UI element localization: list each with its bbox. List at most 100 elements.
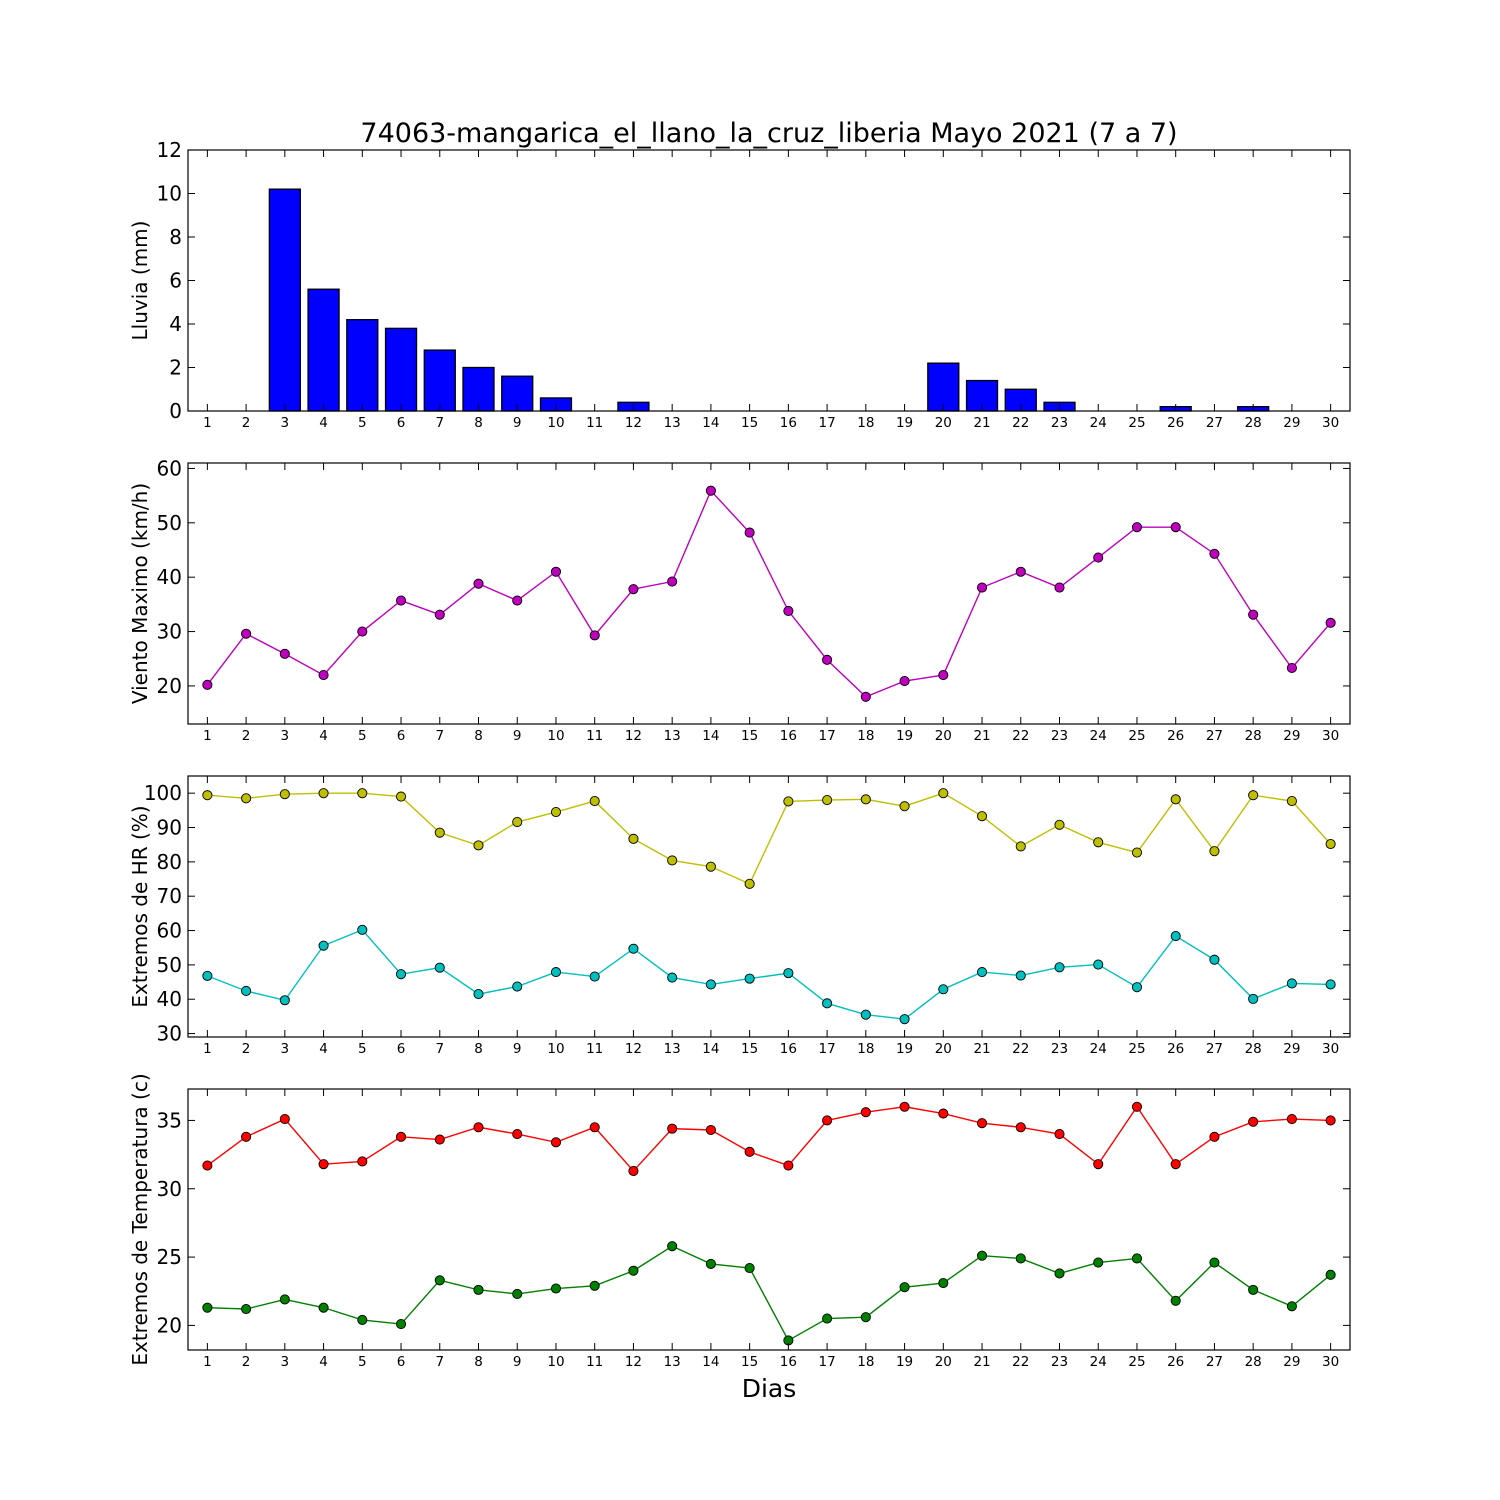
x-tick-label: 17 xyxy=(819,728,836,744)
data-point xyxy=(705,1258,716,1269)
data-point xyxy=(628,1265,639,1276)
data-point xyxy=(512,1129,523,1140)
data-point xyxy=(860,1107,871,1118)
x-tick-label: 14 xyxy=(702,728,719,744)
data-point xyxy=(1054,1268,1065,1279)
data-point xyxy=(434,609,445,620)
data-point xyxy=(589,796,600,807)
x-tick-label: 24 xyxy=(1090,1354,1107,1370)
chart-title: 74063-mangarica_el_llano_la_cruz_liberia… xyxy=(360,118,1177,149)
x-tick-label: 23 xyxy=(1051,1354,1068,1370)
data-point xyxy=(202,679,213,690)
data-point xyxy=(1209,1131,1220,1142)
data-point xyxy=(822,794,833,806)
data-point xyxy=(589,630,600,641)
x-tick-label: 25 xyxy=(1128,415,1145,431)
y-axis-label: Extremos de HR (%) xyxy=(128,805,152,1007)
y-tick-label: 30 xyxy=(157,620,182,644)
x-tick-label: 23 xyxy=(1051,1041,1068,1057)
data-point xyxy=(705,979,716,990)
x-tick-label: 1 xyxy=(203,1041,212,1057)
data-point xyxy=(1131,982,1143,993)
x-tick-label: 28 xyxy=(1245,415,1262,431)
x-tick-label: 7 xyxy=(435,1041,444,1057)
data-point xyxy=(1170,794,1181,805)
y-axis-label: Viento Maximo (km/h) xyxy=(128,483,152,704)
data-point xyxy=(318,940,329,951)
x-tick-label: 25 xyxy=(1128,1041,1145,1057)
x-tick-label: 10 xyxy=(547,415,564,431)
y-tick-label: 40 xyxy=(157,987,182,1011)
data-point xyxy=(1170,930,1181,942)
x-tick-label: 13 xyxy=(664,728,681,744)
data-point xyxy=(279,789,290,800)
data-point xyxy=(783,605,794,616)
data-point xyxy=(628,943,639,954)
series-line xyxy=(206,489,1332,698)
y-tick-label: 25 xyxy=(157,1245,182,1269)
x-tick-label: 1 xyxy=(203,728,212,744)
data-point xyxy=(628,584,639,595)
x-tick-label: 8 xyxy=(474,728,483,744)
data-point xyxy=(976,1118,988,1129)
data-point xyxy=(705,861,716,872)
data-point xyxy=(822,1313,833,1324)
data-point xyxy=(744,878,755,889)
data-point xyxy=(667,1123,678,1134)
x-tick-label: 14 xyxy=(702,1041,719,1057)
data-point xyxy=(357,924,368,935)
data-point xyxy=(1209,1257,1220,1268)
y-tick-label: 0 xyxy=(169,399,182,423)
data-point xyxy=(473,578,484,589)
data-point xyxy=(589,971,600,982)
data-point xyxy=(357,1156,368,1167)
x-tick-label: 26 xyxy=(1167,728,1184,744)
x-tick-label: 29 xyxy=(1283,1041,1300,1057)
x-tick-label: 4 xyxy=(319,728,328,744)
data-point xyxy=(938,670,949,681)
x-tick-label: 30 xyxy=(1322,728,1339,744)
data-point xyxy=(279,1114,290,1125)
x-tick-label: 9 xyxy=(513,1354,522,1370)
data-point xyxy=(860,794,871,805)
x-tick-label: 4 xyxy=(319,1354,328,1370)
x-tick-label: 8 xyxy=(474,1041,483,1057)
x-tick-label: 7 xyxy=(435,728,444,744)
x-tick-label: 14 xyxy=(702,1354,719,1370)
data-point xyxy=(434,1134,445,1145)
data-point xyxy=(589,1122,600,1133)
x-tick-label: 12 xyxy=(625,1041,642,1057)
x-tick-label: 5 xyxy=(358,415,367,431)
x-tick-label: 1 xyxy=(203,415,212,431)
x-tick-label: 17 xyxy=(819,415,836,431)
data-point xyxy=(860,1312,871,1323)
x-tick-label: 9 xyxy=(513,728,522,744)
y-tick-label: 50 xyxy=(157,511,182,535)
data-point xyxy=(512,595,523,606)
x-tick-label: 27 xyxy=(1206,415,1223,431)
data-point xyxy=(395,595,407,606)
data-point xyxy=(1015,1122,1026,1133)
x-tick-label: 10 xyxy=(547,728,564,744)
data-point xyxy=(1248,790,1259,801)
data-point xyxy=(667,576,678,587)
x-tick-label: 4 xyxy=(319,415,328,431)
data-point xyxy=(667,855,678,866)
data-point xyxy=(512,816,523,828)
x-tick-label: 20 xyxy=(935,728,952,744)
data-point xyxy=(1131,1253,1143,1264)
data-point xyxy=(279,995,290,1006)
x-tick-label: 11 xyxy=(586,1041,603,1057)
data-point xyxy=(1248,1284,1259,1295)
x-tick-label: 12 xyxy=(625,728,642,744)
x-tick-label: 15 xyxy=(741,1354,758,1370)
data-point xyxy=(241,793,252,804)
data-point xyxy=(899,1101,910,1112)
y-tick-label: 4 xyxy=(169,312,182,336)
data-point xyxy=(1209,846,1220,857)
data-point xyxy=(318,788,329,799)
plot-frame xyxy=(187,1088,1351,1351)
plot-frame xyxy=(187,462,1351,725)
